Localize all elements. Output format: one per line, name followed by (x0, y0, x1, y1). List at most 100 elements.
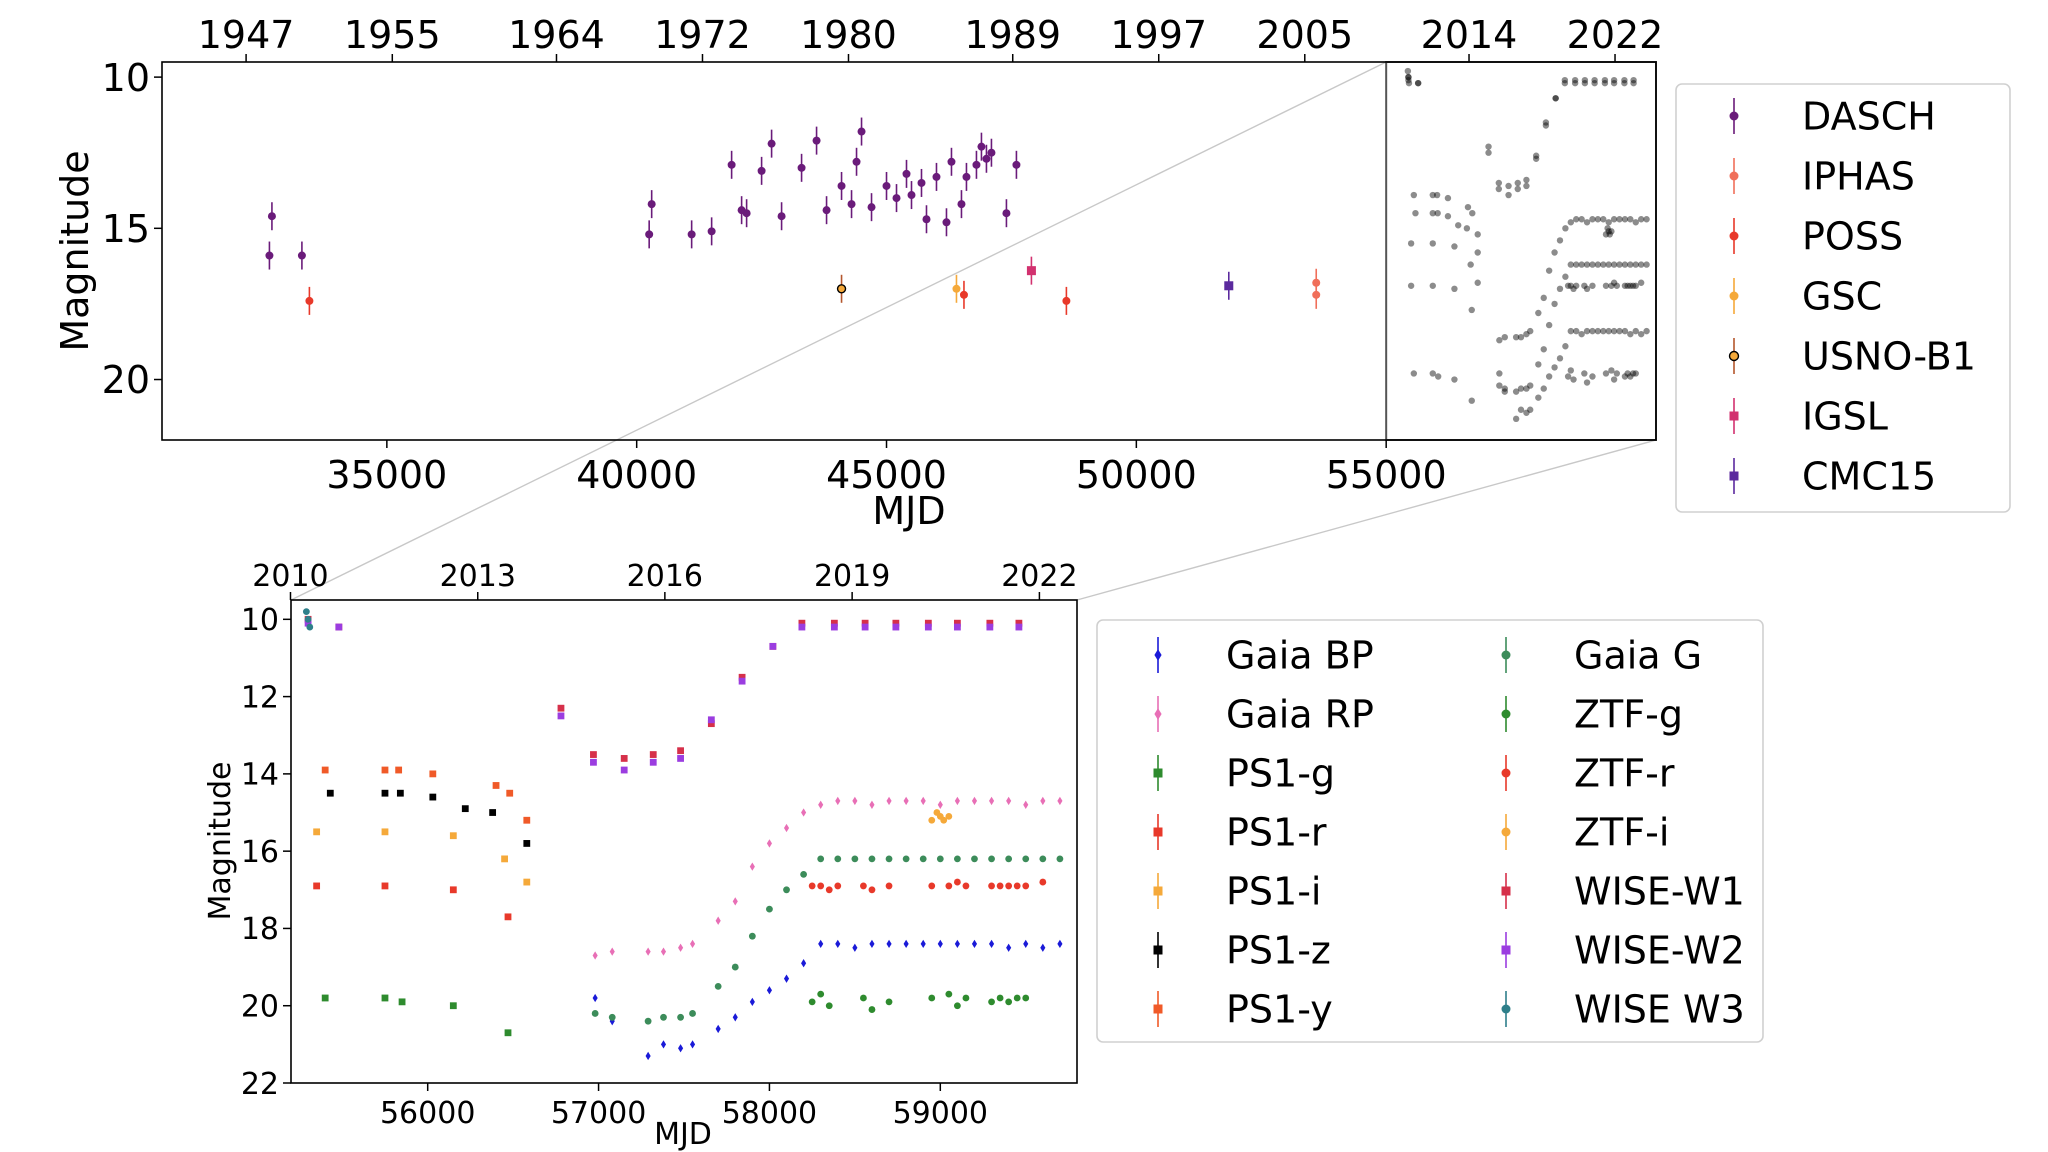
legend-marker (1729, 291, 1739, 301)
data-point-ztf-g (885, 998, 893, 1006)
data-point-gaia-g (1056, 855, 1064, 863)
data-point-dasch (902, 169, 911, 178)
inset-point (1444, 213, 1452, 220)
inset-point (1608, 228, 1615, 235)
data-point-gaia-rp (971, 796, 978, 806)
data-point-gaia-bp (989, 939, 995, 949)
data-point-gsc (952, 284, 961, 293)
inset-point (1496, 370, 1503, 377)
data-point-dasch (942, 218, 951, 227)
data-point-ztf-r (860, 882, 867, 890)
y-tick-label: 20 (102, 358, 150, 402)
legend-item: Gaia G (1501, 634, 1702, 678)
data-point-dasch (777, 212, 786, 221)
top-year-axis: 1947 1955 1964 1972 1980 1989 1997 2005 2014 2022 (198, 13, 1663, 62)
inset-point (1602, 231, 1610, 238)
inset-point (1637, 279, 1645, 286)
bottom-legend-box (1096, 619, 1764, 1043)
data-point-ztf-g (928, 994, 936, 1002)
legend-label: IGSL (1802, 395, 1888, 439)
data-point-ztf-g (1022, 994, 1030, 1002)
data-point-dasch (647, 200, 656, 209)
data-point-gaia-bp (920, 939, 926, 949)
data-point-ps1-i (449, 832, 457, 840)
data-point-ztf-r (1022, 882, 1030, 890)
inset-point (1589, 216, 1596, 223)
bottom-x-axis-label: MJD (654, 1117, 712, 1152)
data-point-gaia-rp (1040, 796, 1046, 806)
inset-point (1610, 327, 1618, 335)
legend-marker (1153, 768, 1163, 778)
year-tick-label: 2005 (1256, 13, 1353, 57)
data-point-wise-w2 (304, 619, 312, 627)
inset-point (1414, 79, 1422, 87)
data-point-gaia-rp (818, 800, 824, 809)
data-point-gaia-g (591, 1010, 599, 1017)
legend-marker (1729, 471, 1739, 481)
data-point-wise-w2 (738, 677, 746, 685)
legend-item: PS1-g (1153, 752, 1335, 796)
legend-item: ZTF-r (1501, 752, 1675, 796)
inset-point (1602, 370, 1610, 377)
legend-label: PS1-g (1226, 752, 1335, 796)
inset-point (1468, 397, 1475, 404)
inset-point (1570, 285, 1577, 292)
data-point-ps1-i (523, 878, 531, 886)
data-point-gaia-bp (937, 939, 943, 949)
inset-point (1610, 279, 1618, 286)
data-point-gaia-rp (903, 796, 909, 806)
data-point-ps1-i (381, 828, 389, 836)
inset-point (1637, 261, 1645, 268)
data-point-gaia-g (714, 983, 722, 990)
inset-point (1578, 216, 1585, 223)
inset-point (1451, 376, 1458, 383)
data-point-gaia-g (731, 963, 739, 971)
inset-point (1495, 179, 1503, 187)
inset-point (1542, 119, 1550, 126)
inset-point (1573, 327, 1580, 335)
legend-item: Gaia RP (1154, 693, 1374, 737)
legend-label: WISE-W1 (1574, 870, 1745, 914)
data-point-gaia-bp (903, 939, 909, 949)
data-point-wise-w2 (798, 623, 806, 631)
data-point-gaia-bp (1006, 943, 1012, 952)
inset-point (1540, 294, 1547, 302)
inset-point (1540, 385, 1547, 392)
y-tick-label: 22 (241, 1067, 279, 1102)
data-point-ps1-y (492, 782, 500, 789)
data-point-ps1-r (313, 882, 321, 890)
inset-point (1606, 231, 1613, 238)
data-point-ps1-i (313, 828, 321, 836)
legend-label: Gaia BP (1226, 634, 1374, 678)
inset-point (1404, 67, 1412, 75)
data-point-ztf-g (996, 994, 1004, 1002)
legend-marker (1501, 650, 1511, 660)
inset-point (1455, 222, 1462, 229)
inset-point (1567, 367, 1575, 374)
legend-marker (1501, 827, 1511, 837)
inset-point (1523, 182, 1530, 190)
data-point-wise-w1 (892, 619, 900, 627)
data-point-ps1-i (501, 855, 508, 863)
inset-point (1501, 388, 1508, 395)
inset-point (1632, 219, 1639, 226)
legend-label: GSC (1802, 275, 1882, 319)
data-point-ztf-i (928, 816, 936, 824)
data-point-dasch (917, 178, 926, 187)
legend-marker (1153, 945, 1163, 955)
inset-point (1433, 191, 1441, 199)
data-point-wise-w2 (335, 623, 343, 631)
legend-marker (1729, 171, 1739, 181)
data-point-gaia-bp (715, 1024, 721, 1034)
y-tick-label: 12 (241, 680, 279, 715)
inset-point (1621, 327, 1629, 335)
data-point-gaia-bp (749, 997, 755, 1007)
legend-marker (1729, 411, 1739, 421)
inset-point (1495, 185, 1503, 193)
data-point-ztf-g (825, 1002, 833, 1010)
legend-item: PS1-y (1153, 988, 1333, 1032)
inset-point (1621, 76, 1628, 84)
data-point-ps1-y (321, 766, 329, 774)
inset-point (1496, 382, 1503, 389)
inset-point (1630, 79, 1637, 87)
